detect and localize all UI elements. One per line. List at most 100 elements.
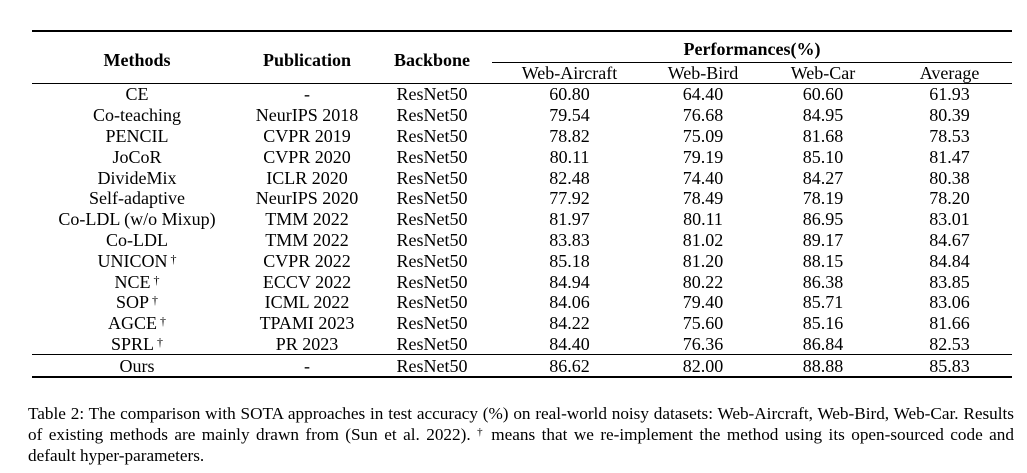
- cell-bird: 82.00: [647, 354, 759, 379]
- cell-aircraft: 85.18: [549, 250, 590, 271]
- table-row: AGCE † TPAMI 2023 ResNet50 84.22 75.60 85.16 81…: [32, 313, 1012, 334]
- cell-aircraft: 84.22: [549, 313, 590, 334]
- results-table: Methods Publication Backbone Performance…: [32, 30, 1012, 379]
- cell-car: 86.95: [802, 209, 844, 230]
- table-row: CE - ResNet50 60.80 64.40 60.60 61.93: [32, 84, 1012, 105]
- method-name: UNICON: [97, 250, 168, 271]
- cell-aircraft: 80.11: [549, 146, 590, 167]
- cell-bird: 81.02: [682, 229, 724, 250]
- cell-car: 86.38: [802, 271, 844, 292]
- method-name: PENCIL: [105, 125, 169, 146]
- cell-publication: CVPR 2020: [263, 146, 351, 167]
- dagger-mark: †: [157, 334, 164, 349]
- cell-car: 89.17: [802, 229, 844, 250]
- cell-backbone: ResNet50: [396, 271, 468, 292]
- cell-backbone: ResNet50: [396, 105, 468, 126]
- cell-car: 78.19: [802, 188, 844, 209]
- cell-car: 85.71: [802, 292, 844, 313]
- method-name: Co-teaching: [93, 105, 181, 126]
- table-row-ours: Ours - ResNet50 86.62 82.00 88.88 85.83: [32, 354, 1012, 379]
- cell-bird: 79.19: [682, 146, 724, 167]
- cell-aircraft: 84.06: [549, 292, 590, 313]
- cell-publication: ECCV 2022: [262, 271, 352, 292]
- table-row: DivideMix ICLR 2020 ResNet50 82.48 74.40 84.2…: [32, 167, 1012, 188]
- cell-average: 81.47: [929, 146, 970, 167]
- cell-method: JoCoR: [32, 146, 242, 167]
- cell-bird: 79.40: [682, 292, 724, 313]
- method-name: SPRL: [110, 333, 155, 354]
- cell-publication: TMM 2022: [265, 209, 349, 230]
- cell-aircraft: 84.40: [549, 333, 590, 354]
- cell-average: 83.01: [929, 209, 970, 230]
- cell-aircraft: 84.94: [549, 271, 590, 292]
- cell-average: 83.85: [929, 271, 970, 292]
- cell-publication: CVPR 2022: [263, 250, 351, 271]
- cell-method: SOP †: [32, 292, 242, 313]
- cell-bird: 74.40: [682, 167, 724, 188]
- cell-car: 84.27: [802, 167, 844, 188]
- table-row: SOP † ICML 2022 ResNet50 84.06 79.40 85.71 83.0…: [32, 292, 1012, 313]
- cell-backbone: ResNet50: [396, 167, 468, 188]
- cell-method: Co-teaching: [32, 105, 242, 126]
- cell-backbone: ResNet50: [396, 125, 468, 146]
- table-row: JoCoR CVPR 2020 ResNet50 80.11 79.19 85.10 81.…: [32, 146, 1012, 167]
- cell-method: SPRL †: [32, 334, 242, 355]
- header-methods: Methods: [32, 30, 242, 84]
- dagger-mark: †: [160, 314, 166, 329]
- cell-bird: 78.49: [682, 188, 724, 209]
- cell-average: 78.53: [929, 125, 970, 146]
- cell-backbone: ResNet50: [396, 146, 468, 167]
- cell-average: 80.38: [929, 167, 970, 188]
- cell-car: 60.60: [802, 84, 844, 105]
- cell-publication: NeurIPS 2018: [255, 105, 359, 126]
- cell-aircraft: 82.48: [549, 167, 590, 188]
- cell-publication: PR 2023: [275, 333, 339, 354]
- cell-backbone: ResNet50: [372, 354, 492, 379]
- cell-method: NCE †: [32, 271, 242, 292]
- table-row: SPRL † PR 2023 ResNet50 84.40 76.36 86.84 82.53: [32, 334, 1012, 355]
- cell-car: 86.84: [802, 333, 844, 354]
- cell-aircraft: 86.62: [492, 354, 647, 379]
- method-name: Co-LDL (w/o Mixup): [58, 209, 216, 230]
- cell-average: 61.93: [929, 84, 970, 105]
- cell-bird: 76.68: [682, 105, 724, 126]
- cell-car: 84.95: [802, 105, 844, 126]
- method-name: DivideMix: [97, 167, 177, 188]
- cell-method: Co-LDL (w/o Mixup): [32, 209, 242, 230]
- cell-backbone: ResNet50: [396, 229, 468, 250]
- cell-average: 84.84: [929, 250, 970, 271]
- table-body: CE - ResNet50 60.80 64.40 60.60 61.93 Co-teachi…: [32, 84, 1012, 379]
- cell-method: DivideMix: [32, 167, 242, 188]
- cell-method: Self-adaptive: [32, 188, 242, 209]
- cell-car: 88.88: [759, 354, 887, 379]
- cell-car: 85.10: [802, 146, 844, 167]
- cell-method: Co-LDL: [32, 230, 242, 251]
- cell-method: CE: [32, 84, 242, 105]
- cell-method: PENCIL: [32, 126, 242, 147]
- cell-publication: TMM 2022: [265, 229, 349, 250]
- method-name: JoCoR: [112, 146, 162, 167]
- cell-backbone: ResNet50: [396, 188, 468, 209]
- cell-car: 85.16: [802, 313, 844, 334]
- method-name: NCE: [114, 271, 151, 292]
- method-name: Co-LDL: [106, 229, 168, 250]
- cell-aircraft: 83.83: [549, 229, 590, 250]
- header-backbone: Backbone: [372, 30, 492, 84]
- cell-aircraft: 79.54: [549, 105, 590, 126]
- method-name: CE: [125, 84, 149, 105]
- cell-bird: 64.40: [682, 84, 724, 105]
- cell-aircraft: 78.82: [549, 125, 590, 146]
- cell-bird: 81.20: [682, 250, 724, 271]
- cell-bird: 75.60: [682, 313, 724, 334]
- dagger-mark: †: [152, 293, 159, 308]
- cell-average: 84.67: [929, 229, 970, 250]
- cell-backbone: ResNet50: [396, 84, 468, 105]
- table-row: Self-adaptive NeurIPS 2020 ResNet50 77.92 78…: [32, 188, 1012, 209]
- header-web-car: Web-Car: [759, 62, 887, 84]
- cell-average: 85.83: [887, 354, 1012, 379]
- cell-bird: 76.36: [682, 333, 724, 354]
- header-performances: Performances(%): [492, 30, 1012, 63]
- cell-average: 80.39: [929, 105, 970, 126]
- method-name: SOP: [115, 292, 150, 313]
- cell-backbone: ResNet50: [396, 209, 468, 230]
